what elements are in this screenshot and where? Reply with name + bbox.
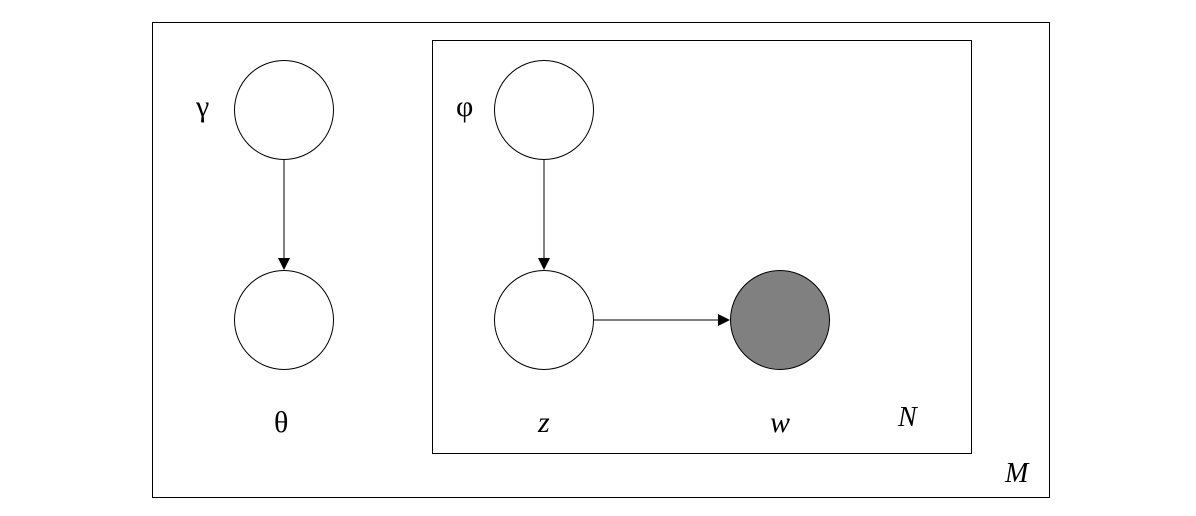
label-w: w xyxy=(770,406,790,440)
plate-label-n: N xyxy=(898,402,917,434)
plate-label-m: M xyxy=(1005,458,1028,490)
label-gamma: γ xyxy=(196,90,209,124)
node-theta xyxy=(234,270,334,370)
node-gamma xyxy=(234,60,334,160)
node-phi xyxy=(494,60,594,160)
label-phi: φ xyxy=(456,90,473,124)
node-w xyxy=(730,270,830,370)
node-z xyxy=(494,270,594,370)
label-z: z xyxy=(538,406,550,440)
label-theta: θ xyxy=(274,406,288,440)
